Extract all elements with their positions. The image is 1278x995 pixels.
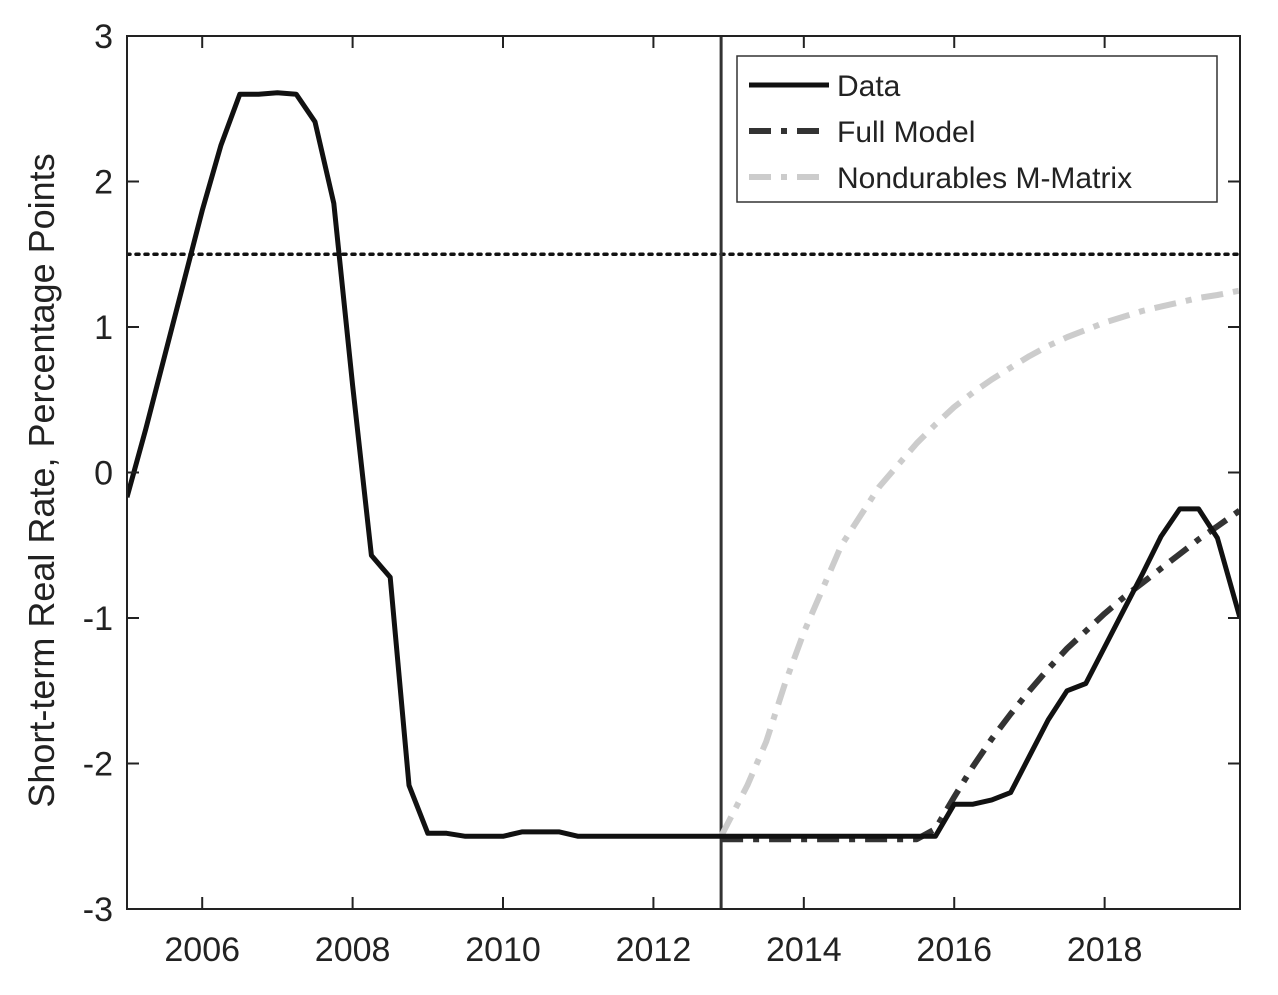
- legend-label: Data: [837, 70, 901, 103]
- x-tick-label: 2014: [766, 931, 842, 969]
- reference-lines: [127, 36, 1240, 909]
- y-tick-label: 0: [94, 455, 113, 493]
- x-tick-label: 2006: [164, 931, 240, 969]
- y-tick-label: -2: [83, 746, 113, 784]
- x-tick-label: 2012: [616, 931, 692, 969]
- y-tick-label: -1: [83, 600, 113, 638]
- y-tick-label: 2: [94, 164, 113, 202]
- x-tick-label: 2010: [465, 931, 541, 969]
- x-tick-label: 2016: [916, 931, 992, 969]
- axis-ticks: [127, 35, 1240, 910]
- x-tick-label: 2008: [315, 931, 391, 969]
- legend: Data Full Model Nondurables M-Matrix: [736, 55, 1218, 203]
- series-line-full-model: [721, 507, 1240, 843]
- y-tick-label: 1: [94, 309, 113, 347]
- axis-tick-labels: 2006 2008 2010 2012 2014 2016 2018 -3 -2 -1 0 1 2 3: [83, 18, 1143, 969]
- y-axis-label: Short-term Real Rate, Percentage Points: [21, 153, 62, 807]
- legend-label: Nondurables M-Matrix: [837, 162, 1132, 195]
- series-line-nondurables-m-matrix: [718, 287, 1240, 838]
- series-lines: [127, 90, 1240, 843]
- series-line-data: [127, 90, 1240, 839]
- legend-label: Full Model: [837, 116, 975, 149]
- y-tick-label: 3: [94, 18, 113, 56]
- x-tick-label: 2018: [1067, 931, 1143, 969]
- y-tick-label: -3: [83, 891, 113, 929]
